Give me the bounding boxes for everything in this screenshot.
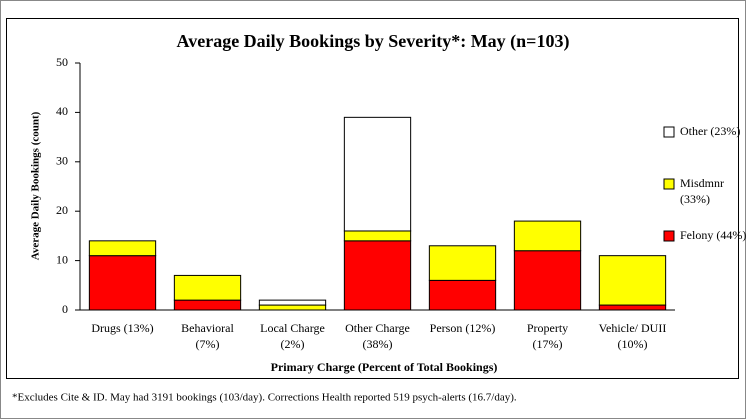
y-tick-label: 20: [56, 203, 68, 217]
bar-segment: [513, 250, 582, 311]
bar-segment: [513, 220, 582, 252]
legend-swatch: [663, 178, 675, 190]
legend-label: Misdmnr (33%): [680, 176, 724, 206]
y-tick-label: 30: [56, 154, 68, 168]
bar-segment: [173, 274, 242, 301]
x-tick-label: Property (17%): [527, 321, 568, 351]
bar-segment: [258, 299, 327, 306]
y-axis-label: Average Daily Bookings (count): [30, 111, 42, 260]
x-axis-label: Primary Charge (Percent of Total Booking…: [271, 360, 498, 374]
bar-segment: [428, 245, 497, 281]
x-tick-label: Vehicle/ DUII (10%): [599, 321, 667, 351]
bar-segment: [88, 255, 157, 311]
bar-segment: [88, 240, 157, 257]
legend-label: Felony (44%): [680, 228, 746, 242]
bar-segment: [598, 304, 667, 311]
y-tick-label: 10: [56, 252, 68, 266]
x-tick-label: Drugs (13%): [91, 321, 153, 335]
bar-segment: [343, 240, 412, 311]
bar-segment: [258, 304, 327, 311]
bar-segment: [343, 116, 412, 232]
x-tick-label: Behavioral (7%): [181, 321, 234, 351]
bar-segment: [598, 255, 667, 306]
y-tick-label: 0: [62, 302, 68, 316]
y-tick-label: 40: [56, 104, 68, 118]
x-tick-label: Person (12%): [430, 321, 496, 335]
legend-swatch: [663, 126, 675, 138]
y-tick-label: 50: [56, 55, 68, 69]
legend-swatch: [663, 230, 675, 242]
bar-segment: [428, 279, 497, 311]
x-tick-label: Other Charge (38%): [345, 321, 410, 351]
x-tick-label: Local Charge (2%): [260, 321, 325, 351]
legend-label: Other (23%): [680, 124, 740, 138]
bar-segment: [343, 230, 412, 242]
footnote: *Excludes Cite & ID. May had 3191 bookin…: [12, 392, 517, 404]
chart-title: Average Daily Bookings by Severity*: May…: [177, 31, 570, 52]
bar-segment: [173, 299, 242, 311]
